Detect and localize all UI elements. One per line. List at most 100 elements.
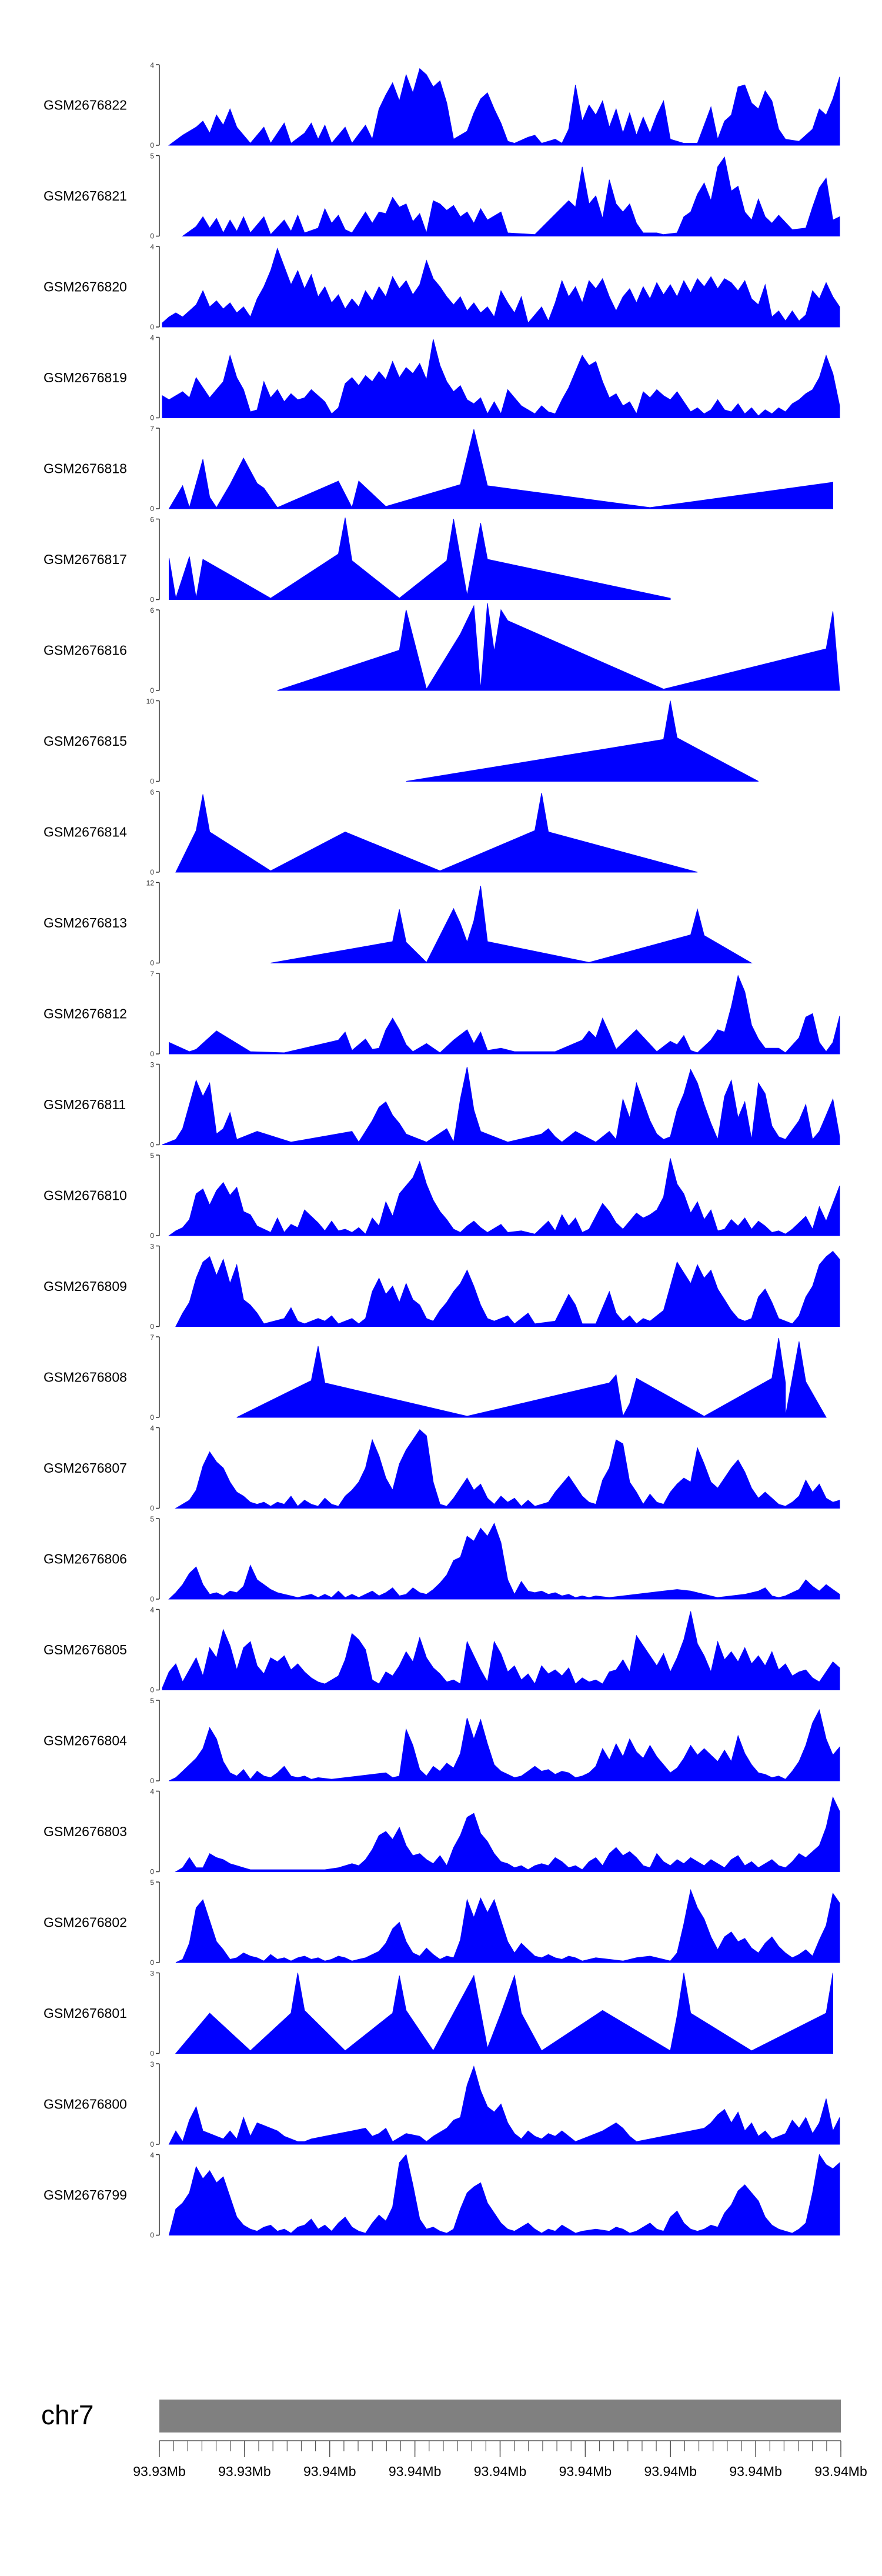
coverage-area	[162, 1066, 840, 1145]
coverage-area	[406, 700, 759, 782]
coverage-area	[168, 1158, 840, 1236]
track-GSM2676807: GSM2676807 4 0	[44, 1424, 840, 1513]
track-GSM2676811: GSM2676811 3 0	[44, 1061, 840, 1149]
y-tick-label-max: 7	[150, 1333, 154, 1342]
track-label: GSM2676809	[44, 1279, 127, 1294]
y-tick-label-min: 0	[150, 2140, 154, 2148]
track-label: GSM2676822	[44, 98, 127, 113]
y-tick-label-min: 0	[150, 1595, 154, 1603]
coverage-area	[169, 518, 671, 600]
track-label: GSM2676820	[44, 279, 127, 295]
track-GSM2676803: GSM2676803 4 0	[44, 1788, 840, 1876]
coverage-area	[175, 1796, 840, 1872]
track-GSM2676799: GSM2676799 4 0	[44, 2151, 840, 2240]
y-tick-label-min: 0	[150, 1232, 154, 1240]
track-label: GSM2676816	[44, 643, 127, 658]
coverage-area	[175, 1973, 833, 2054]
track-GSM2676805: GSM2676805 4 0	[44, 1606, 840, 1694]
y-tick-label-max: 4	[150, 243, 154, 251]
track-label: GSM2676800	[44, 2097, 127, 2112]
y-tick-label-max: 4	[150, 334, 154, 342]
track-label: GSM2676802	[44, 1915, 127, 1930]
y-tick-label-max: 5	[150, 1697, 154, 1705]
y-tick-label-min: 0	[150, 686, 154, 695]
track-label: GSM2676814	[44, 825, 127, 840]
track-GSM2676820: GSM2676820 4 0	[44, 243, 840, 331]
coverage-area	[236, 1337, 827, 1418]
track-label: GSM2676799	[44, 2187, 127, 2203]
chromosome-bar	[159, 2400, 841, 2432]
track-label: GSM2676819	[44, 370, 127, 385]
track-label: GSM2676801	[44, 2006, 127, 2021]
track-GSM2676810: GSM2676810 5 0	[44, 1152, 840, 1240]
coverage-area	[168, 1522, 840, 1600]
y-tick-label-min: 0	[150, 596, 154, 604]
y-tick-label-min: 0	[150, 1141, 154, 1149]
y-tick-label-max: 7	[150, 425, 154, 433]
coverage-area	[162, 1611, 840, 1690]
tick-label: 93.94Mb	[644, 2464, 697, 2479]
y-tick-label-max: 10	[146, 698, 155, 706]
y-tick-label-max: 5	[150, 152, 154, 161]
chromosome-ticks: 93.93Mb 93.93Mb 93.94Mb 93.94Mb 93.94Mb 93.94…	[133, 2440, 867, 2479]
track-GSM2676804: GSM2676804 5 0	[44, 1697, 840, 1785]
track-label: GSM2676803	[44, 1824, 127, 1839]
track-GSM2676800: GSM2676800 3 0	[44, 2060, 840, 2148]
track-GSM2676806: GSM2676806 5 0	[44, 1515, 840, 1603]
track-label: GSM2676818	[44, 461, 127, 476]
track-label: GSM2676808	[44, 1370, 127, 1385]
y-tick-label-max: 6	[150, 788, 154, 796]
coverage-area	[168, 2154, 840, 2235]
track-label: GSM2676811	[44, 1097, 126, 1112]
y-tick-label-min: 0	[150, 1323, 154, 1331]
track-GSM2676809: GSM2676809 3 0	[44, 1243, 840, 1331]
y-tick-label-min: 0	[150, 141, 154, 149]
y-tick-label-max: 4	[150, 1788, 154, 1796]
y-tick-label-min: 0	[150, 959, 154, 967]
coverage-area	[168, 68, 840, 146]
coverage-area	[162, 339, 840, 418]
tick-label: 93.93Mb	[218, 2464, 271, 2479]
y-tick-label-max: 4	[150, 61, 154, 69]
y-tick-label-min: 0	[150, 1050, 154, 1058]
coverage-area	[182, 156, 840, 236]
track-GSM2676808: GSM2676808 7 0	[44, 1333, 827, 1422]
track-GSM2676813: GSM2676813 12 0	[44, 879, 753, 967]
y-tick-label-min: 0	[150, 414, 154, 422]
coverage-tracks: GSM267682240GSM267682150GSM267682040GSM2…	[44, 61, 840, 2240]
track-GSM2676801: GSM2676801 3 0	[44, 1970, 833, 2058]
y-tick-label-min: 0	[150, 232, 154, 241]
tick-label: 93.94Mb	[814, 2464, 867, 2479]
y-tick-label-max: 6	[150, 606, 154, 615]
coverage-area	[169, 975, 840, 1055]
y-tick-label-max: 7	[150, 970, 154, 978]
y-tick-label-max: 6	[150, 516, 154, 524]
track-GSM2676822: GSM2676822 4 0	[44, 61, 840, 149]
track-label: GSM2676817	[44, 552, 127, 567]
track-label: GSM2676815	[44, 733, 127, 749]
tick-label: 93.94Mb	[303, 2464, 356, 2479]
y-tick-label-min: 0	[150, 1686, 154, 1694]
y-tick-label-min: 0	[150, 1777, 154, 1785]
track-GSM2676814: GSM2676814 6 0	[44, 788, 698, 876]
tick-label: 93.94Mb	[474, 2464, 527, 2479]
coverage-area	[168, 2065, 840, 2145]
y-tick-label-min: 0	[150, 1413, 154, 1422]
y-tick-label-min: 0	[150, 505, 154, 513]
y-tick-label-max: 12	[146, 879, 155, 887]
tick-label: 93.94Mb	[729, 2464, 782, 2479]
coverage-area	[277, 603, 840, 691]
coverage-area	[175, 1250, 840, 1327]
coverage-area	[270, 886, 753, 963]
y-tick-label-max: 4	[150, 1424, 154, 1433]
y-tick-label-min: 0	[150, 868, 154, 876]
track-GSM2676815: GSM2676815 10 0	[44, 698, 759, 786]
track-GSM2676816: GSM2676816 6 0	[44, 603, 840, 695]
track-label: GSM2676821	[44, 188, 127, 203]
tick-label: 93.93Mb	[133, 2464, 186, 2479]
y-tick-label-min: 0	[150, 323, 154, 331]
track-GSM2676819: GSM2676819 4 0	[44, 334, 840, 422]
track-GSM2676818: GSM2676818 7 0	[44, 425, 833, 513]
